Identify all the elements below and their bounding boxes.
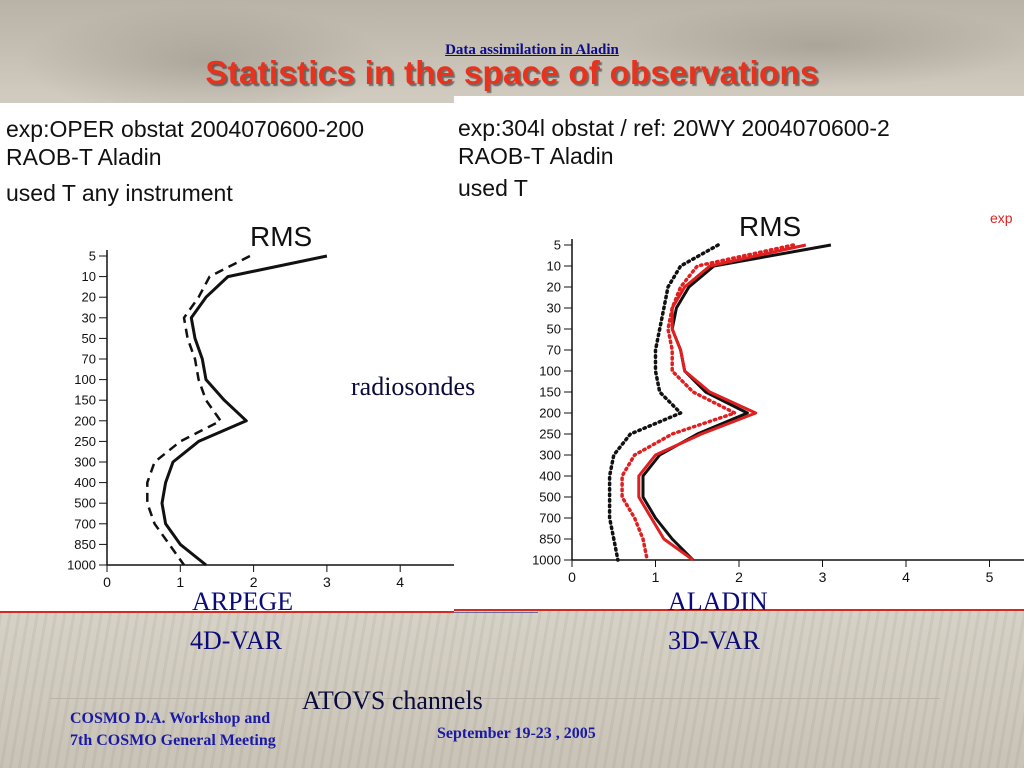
aladin-y-tick-label: 100 [539,364,561,379]
aladin-method-label: 3D-VAR [668,626,760,655]
footer-workshop: COSMO D.A. Workshop and [70,710,271,727]
footer-dates: September 19-23 , 2005 [437,725,596,742]
atovs-label: ATOVS channels [302,686,483,715]
arpege-chart-panel: exp:OPER obstat 2004070600-200 RAOB-T Al… [0,103,454,611]
arpege-y-tick-label: 1000 [67,558,96,573]
slide-title: Statistics in the space of observations [205,54,819,91]
aladin-x-tick-label: 0 [568,569,576,585]
arpege-y-tick-label: 200 [74,413,96,428]
underline-stub [454,612,538,613]
aladin-y-tick-label: 10 [547,259,561,274]
arpege-y-tick-label: 70 [82,352,96,367]
arpege-y-tick-label: 100 [74,372,96,387]
aladin-x-tick-label: 1 [652,569,660,585]
arpege-y-tick-label: 500 [74,496,96,511]
legend-fragment: exp [990,210,1013,226]
arpege-rms-chart: RMS5102030507010015020025030040050070085… [67,221,454,590]
footer-meeting: 7th COSMO General Meeting [70,732,276,749]
arpege-x-tick-label: 1 [176,574,184,590]
arpege-series-1-solid-line [160,254,328,567]
aladin-y-tick-label: 250 [539,427,561,442]
right-header-line-3: used T [458,175,528,201]
aladin-label: ALADIN [668,587,768,616]
arpege-y-tick-label: 850 [74,537,96,552]
aladin-y-tick-label: 30 [547,301,561,316]
arpege-x-tick-label: 4 [396,574,404,590]
arpege-x-tick-label: 3 [323,574,331,590]
arpege-chart-title: RMS [250,221,312,252]
aladin-y-tick-label: 50 [547,322,561,337]
aladin-y-tick-label: 850 [539,532,561,547]
arpege-method-label: 4D-VAR [190,626,282,655]
aladin-chart-panel: exp:304l obstat / ref: 20WY 2004070600-2… [454,96,1024,610]
arpege-y-tick-label: 250 [74,434,96,449]
arpege-series-2-dashed-line [146,254,251,566]
aladin-series-2-solid-line [637,243,807,562]
arpege-x-tick-label: 2 [250,574,258,590]
aladin-chart-title: RMS [739,211,801,242]
aladin-y-tick-label: 5 [554,238,561,253]
aladin-series-4-dotted-line [620,243,796,562]
aladin-x-tick-label: 3 [819,569,827,585]
arpege-x-tick-label: 0 [103,574,111,590]
aladin-y-tick-label: 150 [539,385,561,400]
aladin-y-tick-label: 200 [539,406,561,421]
arpege-y-tick-label: 300 [74,455,96,470]
arpege-y-tick-label: 150 [74,393,96,408]
aladin-y-tick-label: 300 [539,448,561,463]
arpege-y-tick-label: 400 [74,475,96,490]
footer-divider [50,698,940,699]
aladin-y-tick-label: 700 [539,511,561,526]
aladin-y-tick-label: 500 [539,490,561,505]
aladin-rms-chart: RMS5102030507010015020025030040050070085… [532,211,1024,585]
left-header-line-3: used T any instrument [6,180,233,206]
arpege-label: ARPEGE [192,587,294,616]
aladin-y-tick-label: 1000 [532,553,561,568]
arpege-y-tick-label: 30 [82,310,96,325]
right-divider-line [454,609,1024,611]
right-header-line-2: RAOB-T Aladin [458,143,614,169]
radiosondes-label: radiosondes [351,372,476,401]
aladin-x-tick-label: 2 [735,569,743,585]
arpege-y-tick-label: 20 [82,290,96,305]
right-header-line-1: exp:304l obstat / ref: 20WY 2004070600-2 [458,115,890,141]
left-header-line-1: exp:OPER obstat 2004070600-200 [6,116,365,142]
aladin-y-tick-label: 400 [539,469,561,484]
left-divider-line [0,611,454,613]
left-header-line-2: RAOB-T Aladin [6,144,162,170]
aladin-series-1-solid-line [641,243,832,562]
aladin-y-tick-label: 70 [547,343,561,358]
arpege-y-tick-label: 5 [89,249,96,264]
arpege-y-tick-label: 700 [74,516,96,531]
aladin-x-tick-label: 4 [902,569,910,585]
aladin-x-tick-label: 5 [986,569,994,585]
section-link[interactable]: Data assimilation in Aladin [445,42,619,58]
arpege-y-tick-label: 10 [82,269,96,284]
aladin-series-3-dotted-line [607,243,720,562]
arpege-y-tick-label: 50 [82,331,96,346]
aladin-y-tick-label: 20 [547,280,561,295]
